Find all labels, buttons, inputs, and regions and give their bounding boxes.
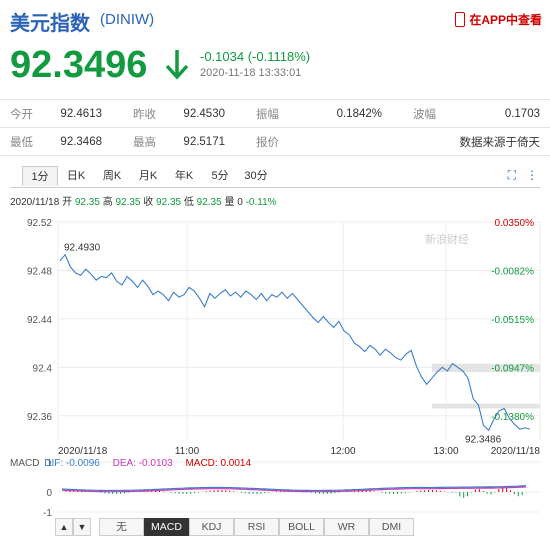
indicator-rsi[interactable]: RSI [234, 518, 279, 536]
macd-dif: DIF: -0.0096 [44, 458, 100, 469]
macd-dea: DEA: -0.0103 [112, 458, 173, 469]
macd-legend: MACD DIF: -0.0096 DEA: -0.0103 MACD: 0.0… [10, 458, 251, 469]
pct-tick-label: 0.0350% [495, 218, 535, 229]
indicator-bar: 无 MACD KDJ RSI BOLL WR DMI [99, 518, 414, 536]
stats-table: 今开 92.4613 昨收 92.4530 振幅 0.1842% 波幅 0.17… [0, 99, 550, 156]
indicator-kdj[interactable]: KDJ [189, 518, 234, 536]
chart-open: 92.35 [74, 197, 100, 208]
stats-row: 最低 92.3468 最高 92.5171 报价 数据来源于倚天 [0, 128, 550, 156]
macd-tick-label: 1 [46, 458, 52, 469]
down-arrow-icon [165, 50, 189, 80]
pct-tick-label: -0.0947% [491, 363, 534, 374]
amplitude-label: 振幅 [256, 108, 279, 121]
tabs-divider [10, 187, 540, 188]
macd-tick-label: -1 [43, 508, 52, 518]
index-title: 美元指数 [10, 13, 90, 35]
tab-weekly-k[interactable]: 周K [102, 170, 122, 182]
open-in-app-link[interactable]: 在APP中查看 [455, 11, 542, 28]
macd-name: MACD [10, 458, 40, 469]
indicator-none[interactable]: 无 [99, 518, 144, 536]
chart-low: 92.35 [196, 197, 222, 208]
x-tick-label: 2020/11/18 [58, 446, 108, 457]
tab-1min[interactable]: 1分 [22, 166, 58, 186]
price-change: -0.1034 (-0.1118%) [200, 49, 311, 64]
min-annotation: 92.3486 [465, 434, 502, 445]
tab-monthly-k[interactable]: 月K [138, 170, 158, 182]
tab-5min[interactable]: 5分 [211, 170, 229, 182]
more-icon[interactable]: ⋮ [526, 168, 538, 182]
y-tick-label: 92.44 [27, 315, 52, 326]
price-band [432, 403, 540, 409]
chart-tools: ⛶ ⋮ [508, 168, 538, 183]
low-label: 最低 [10, 136, 33, 149]
low-value: 92.3468 [60, 135, 102, 148]
phone-icon [455, 12, 466, 27]
chart-pct: -0.11% [245, 197, 277, 208]
indicator-dmi[interactable]: DMI [369, 518, 414, 536]
dea-line [61, 486, 527, 493]
prev-close-value: 92.4530 [183, 107, 225, 120]
tab-yearly-k[interactable]: 年K [174, 170, 194, 182]
open-in-app-label: 在APP中查看 [469, 13, 542, 27]
tab-30min[interactable]: 30分 [244, 170, 268, 182]
y-tick-label: 92.36 [27, 412, 52, 423]
indicator-macd[interactable]: MACD [144, 518, 189, 536]
pct-tick-label: -0.0082% [491, 266, 534, 277]
chart-vol-label: 量 [224, 197, 235, 208]
open-value: 92.4613 [60, 107, 102, 120]
chart-high: 92.35 [115, 197, 141, 208]
chart-close-label: 收 [143, 197, 154, 208]
price-chart[interactable]: 新浪财经 92.52 0.0350% 92.48 -0.0082% 92.44 -0.05… [0, 210, 550, 518]
x-tick-label: 12:00 [330, 446, 355, 457]
chart-nav: ▲ ▼ [55, 518, 91, 536]
macd-value: MACD: 0.0014 [185, 458, 252, 469]
wave-label: 波幅 [413, 108, 436, 121]
period-tabs: 1分 日K 周K 月K 年K 5分 30分 [22, 166, 274, 186]
amplitude-value: 0.1842% [336, 107, 382, 120]
chart-date: 2020/11/18 [10, 197, 60, 208]
tab-daily-k[interactable]: 日K [66, 170, 86, 182]
chart-high-label: 高 [102, 197, 113, 208]
prev-close-label: 昨收 [133, 108, 156, 121]
open-label: 今开 [10, 108, 33, 121]
price-band [432, 363, 540, 373]
index-code: (DINIW) [100, 11, 155, 28]
chart-low-label: 低 [183, 197, 194, 208]
stats-row: 今开 92.4613 昨收 92.4530 振幅 0.1842% 波幅 0.17… [0, 100, 550, 128]
scroll-down-button[interactable]: ▼ [73, 518, 91, 536]
chart-close: 92.35 [156, 197, 182, 208]
y-tick-label: 92.52 [27, 218, 52, 229]
y-tick-label: 92.4 [33, 363, 53, 374]
quote-time: 2020-11-18 13:33:01 [200, 67, 302, 79]
dif-line [61, 485, 527, 492]
x-tick-label: 2020/11/18 [491, 446, 541, 457]
wave-value: 0.1703 [504, 107, 540, 120]
current-price: 92.3496 [10, 44, 148, 86]
watermark: 新浪财经 [425, 232, 469, 246]
macd-tick-label: 0 [46, 488, 52, 499]
chart-volume: 0 [237, 197, 243, 208]
data-source: 数据来源于倚天 [459, 136, 541, 149]
header: 美元指数 (DINIW) 在APP中查看 [0, 0, 550, 40]
scroll-up-button[interactable]: ▲ [55, 518, 73, 536]
high-value: 92.5171 [183, 135, 225, 148]
high-label: 最高 [133, 136, 156, 149]
chart-quote-line: 2020/11/18 开 92.35 高 92.35 收 92.35 低 92.… [10, 193, 277, 208]
pct-tick-label: -0.1380% [491, 412, 534, 423]
fullscreen-icon[interactable]: ⛶ [507, 168, 516, 182]
pct-tick-label: -0.0515% [491, 315, 534, 326]
indicator-boll[interactable]: BOLL [279, 518, 324, 536]
y-tick-label: 92.48 [27, 266, 52, 277]
indicator-wr[interactable]: WR [324, 518, 369, 536]
x-tick-label: 11:00 [175, 446, 200, 457]
price-line [59, 253, 531, 432]
quote-label: 报价 [256, 136, 279, 149]
x-tick-label: 13:00 [433, 446, 458, 457]
max-annotation: 92.4930 [64, 243, 101, 254]
chart-open-label: 开 [62, 197, 73, 208]
